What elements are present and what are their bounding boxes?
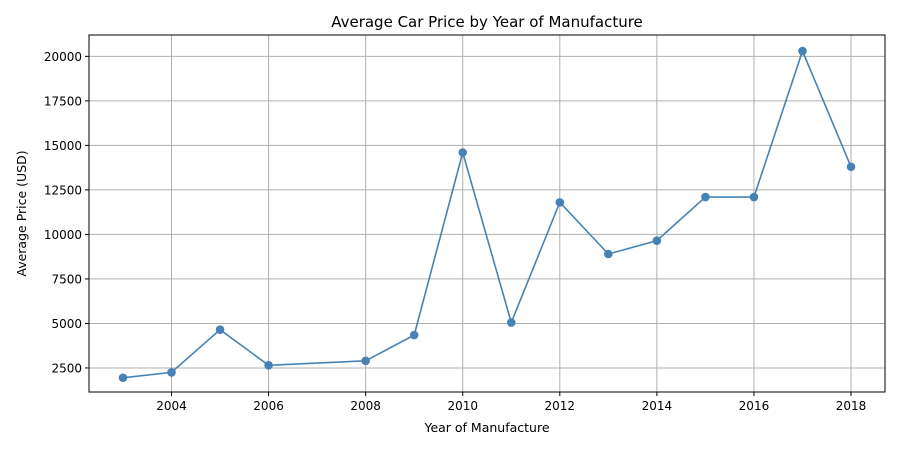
chart-title: Average Car Price by Year of Manufacture [331,13,643,31]
y-tick-label: 7500 [51,272,82,286]
y-tick-label: 17500 [44,94,82,108]
y-axis-ticks: 2500 5000 7500 10000 12500 15000 17500 20000 [44,50,89,375]
plot-frame [88,34,886,393]
data-point [555,198,565,207]
y-tick-label: 5000 [51,317,82,331]
x-tick-label: 2012 [545,399,576,413]
y-tick-label: 20000 [44,50,82,64]
data-point [652,236,662,245]
gridlines [89,35,885,392]
x-axis-ticks: 2004 2006 2008 2010 2012 2014 2016 2018 [156,392,866,413]
x-tick-label: 2006 [253,399,284,413]
data-point [118,373,128,383]
data-point [846,162,856,172]
data-point [701,192,710,202]
series-line [122,48,852,379]
x-axis-label: Year of Manufacture [423,420,549,435]
data-point [604,249,613,259]
y-tick-label: 2500 [51,361,82,375]
x-tick-label: 2014 [642,399,673,413]
x-tick-label: 2016 [739,399,770,413]
data-point [506,318,516,327]
data-point [215,325,225,334]
x-tick-label: 2018 [836,399,867,413]
data-point [361,356,370,366]
data-point [409,330,419,340]
x-tick-label: 2008 [350,399,381,413]
data-point [264,360,273,370]
y-tick-label: 10000 [44,228,82,242]
y-axis-label: Average Price (USD) [14,150,29,276]
x-tick-label: 2010 [447,399,478,413]
data-point [749,192,759,202]
data-point [167,368,176,377]
data-point [798,46,807,56]
series-layer [118,46,856,383]
y-tick-label: 12500 [44,183,82,197]
data-point [458,148,468,157]
x-tick-label: 2004 [156,399,187,413]
y-tick-label: 15000 [44,139,82,153]
